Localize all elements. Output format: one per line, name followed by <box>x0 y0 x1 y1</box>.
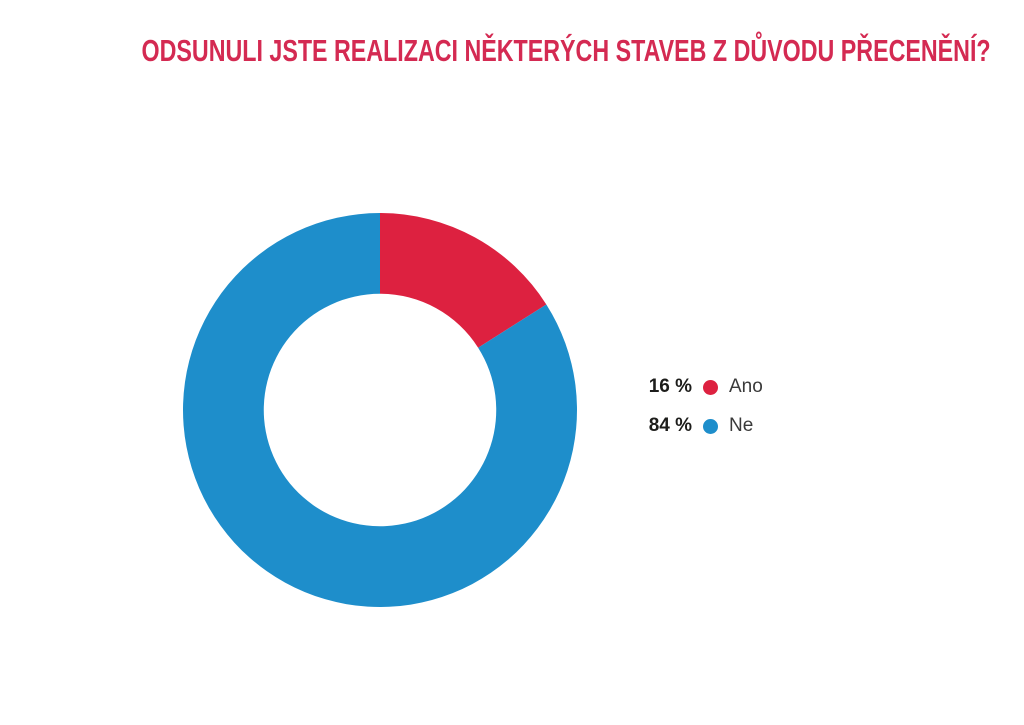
title-container: ODSUNULI JSTE REALIZACI NĚKTERÝCH STAVEB… <box>0 33 1024 69</box>
legend-label-ne: Ne <box>729 415 754 436</box>
legend-dot-ne-icon <box>703 418 718 434</box>
donut-slice-ano <box>380 213 547 348</box>
legend-label-ano: Ano <box>729 376 763 397</box>
legend-item-ne: 84 % Ne <box>648 413 763 439</box>
legend-item-ano: 16 % Ano <box>648 374 763 400</box>
donut-slice-ne <box>182 213 577 607</box>
legend-value-ne: 84 % <box>648 415 692 436</box>
legend-dot-ano-icon <box>703 379 718 395</box>
chart-title: ODSUNULI JSTE REALIZACI NĚKTERÝCH STAVEB… <box>141 33 991 68</box>
chart-legend: 16 % Ano 84 % Ne <box>648 374 763 439</box>
donut-chart <box>182 213 577 607</box>
legend-value-ano: 16 % <box>648 376 692 397</box>
